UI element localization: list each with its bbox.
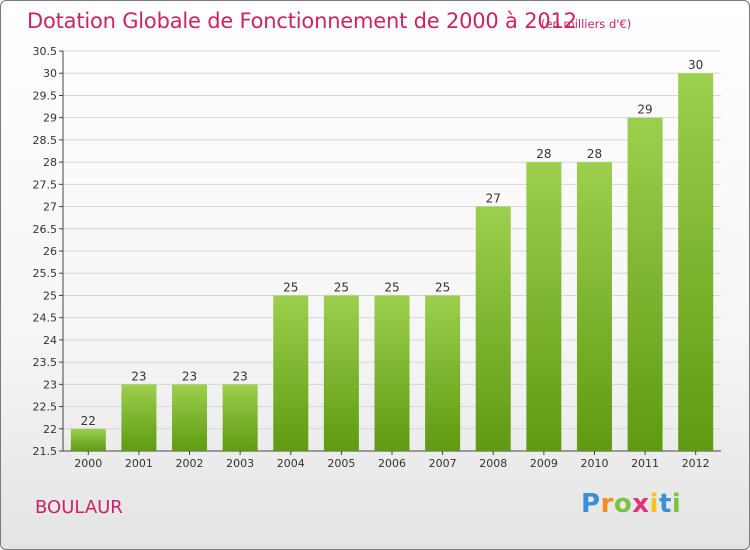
x-tick-label: 2002 xyxy=(176,457,204,470)
y-tick-label: 28 xyxy=(43,156,57,169)
x-tick-label: 2009 xyxy=(530,457,558,470)
y-tick-label: 28.5 xyxy=(33,134,58,147)
x-tick-label: 2003 xyxy=(226,457,254,470)
proxiti-logo: Proxiti xyxy=(581,489,681,519)
x-tick-label: 2000 xyxy=(74,457,102,470)
bar xyxy=(121,384,157,451)
x-tick-label: 2012 xyxy=(682,457,710,470)
y-tick-label: 23 xyxy=(43,378,57,391)
y-tick-labels: 21.5 22 22.5 23 23.5 24 24.5 25 25.5 26 26.5 27 27.5… xyxy=(33,45,58,458)
bar xyxy=(678,73,714,451)
y-tick-label: 26.5 xyxy=(33,223,58,236)
data-label: 23 xyxy=(233,369,248,383)
y-tick-label: 27.5 xyxy=(33,178,58,191)
y-tick-label: 22.5 xyxy=(33,401,58,414)
x-tick-label: 2008 xyxy=(479,457,507,470)
data-label: 25 xyxy=(435,280,450,294)
bar xyxy=(323,295,359,451)
x-tick-labels: 2000 2001 2002 2003 2004 2005 2006 2007 2008 2009… xyxy=(74,451,710,470)
data-label: 25 xyxy=(384,280,399,294)
y-tick-label: 29.5 xyxy=(33,89,58,102)
y-tick-label: 21.5 xyxy=(33,445,58,458)
bar xyxy=(475,206,511,451)
data-label: 25 xyxy=(283,280,298,294)
data-label: 23 xyxy=(131,369,146,383)
logo-letter: i xyxy=(649,489,659,519)
commune-name: BOULAUR xyxy=(35,497,123,518)
bar xyxy=(70,428,106,451)
logo-letter: o xyxy=(613,489,633,519)
y-tick-label: 29 xyxy=(43,112,57,125)
data-label: 29 xyxy=(637,103,652,117)
x-tick-label: 2007 xyxy=(429,457,457,470)
y-tick-label: 24 xyxy=(43,334,57,347)
y-tick-label: 30 xyxy=(43,67,57,80)
data-label: 25 xyxy=(334,280,349,294)
bar xyxy=(576,162,612,451)
data-label: 22 xyxy=(81,414,96,428)
x-tick-label: 2011 xyxy=(631,457,659,470)
x-tick-label: 2010 xyxy=(580,457,608,470)
bar xyxy=(222,384,258,451)
y-tick-label: 24.5 xyxy=(33,312,58,325)
chart-subtitle: (en milliers d'€) xyxy=(541,17,632,31)
x-tick-label: 2001 xyxy=(125,457,153,470)
y-tick-label: 27 xyxy=(43,201,57,214)
data-label: 28 xyxy=(587,147,602,161)
bar xyxy=(526,162,562,451)
x-tick-label: 2005 xyxy=(327,457,355,470)
y-tick-label: 26 xyxy=(43,245,57,258)
chart-title: Dotation Globale de Fonctionnement de 20… xyxy=(27,9,577,33)
logo-letter: i xyxy=(671,489,682,519)
data-label: 23 xyxy=(182,369,197,383)
x-tick-label: 2006 xyxy=(378,457,406,470)
y-tick-label: 23.5 xyxy=(33,356,58,369)
bar xyxy=(374,295,410,451)
logo-letter: r xyxy=(600,489,614,519)
data-label: 27 xyxy=(486,192,501,206)
bar xyxy=(627,117,663,452)
bar xyxy=(273,295,309,451)
data-labels: 22 23 23 23 25 25 25 25 27 28 28 29 30 xyxy=(81,58,704,428)
data-label: 30 xyxy=(688,58,703,72)
logo-letter: P xyxy=(581,489,601,519)
bar xyxy=(172,384,208,451)
logo-letter: t xyxy=(658,489,672,519)
y-tick-label: 25.5 xyxy=(33,267,58,280)
y-tick-label: 30.5 xyxy=(33,45,58,58)
logo-letter: x xyxy=(632,489,650,519)
y-tick-label: 25 xyxy=(43,289,57,302)
bars xyxy=(70,73,714,452)
x-tick-label: 2004 xyxy=(277,457,305,470)
bar xyxy=(425,295,461,451)
data-label: 28 xyxy=(536,147,551,161)
y-tick-label: 22 xyxy=(43,423,57,436)
